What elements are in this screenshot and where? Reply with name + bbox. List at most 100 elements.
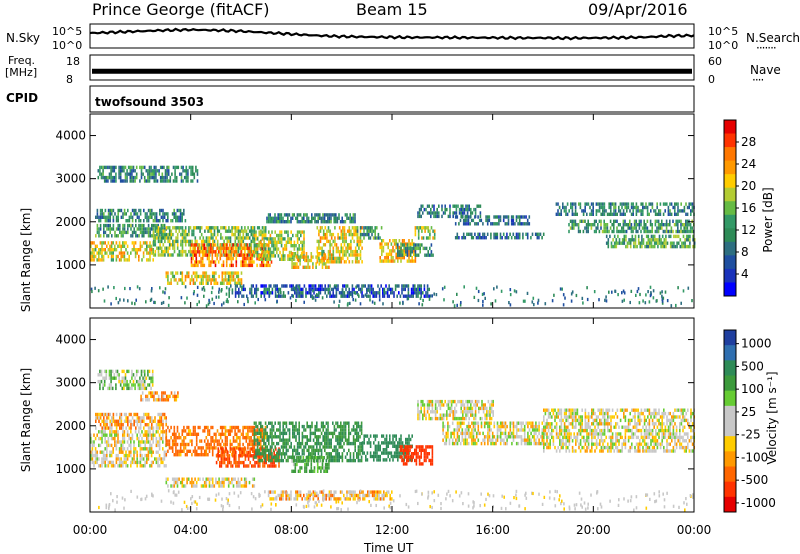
- velocity-cell-3: [150, 443, 153, 448]
- velocity-cell-4: [242, 436, 244, 440]
- power-cell-12: [405, 252, 407, 256]
- power-cell-6: [229, 271, 232, 275]
- power-cell-3: [139, 244, 142, 248]
- power-cell-3: [112, 251, 114, 255]
- power-scatter-cell: [225, 299, 228, 303]
- power-cell-10: [318, 246, 320, 250]
- power-cell-14: [417, 232, 420, 237]
- velocity-cell-4: [203, 449, 206, 453]
- velocity-cell-6: [298, 431, 300, 436]
- power-cell-21: [372, 294, 374, 298]
- velocity-cell-1: [164, 391, 166, 395]
- velocity-cell-2: [138, 419, 140, 423]
- power-cell-19: [606, 226, 609, 230]
- power-cell-7: [277, 237, 280, 241]
- ytick-label-power-1: 2000: [55, 215, 86, 229]
- power-cell-0: [191, 169, 194, 173]
- power-cell-6: [205, 274, 208, 279]
- power-cell-4: [176, 239, 179, 244]
- power-cell-21: [310, 287, 312, 292]
- power-scatter-cell: [150, 289, 153, 293]
- power-cell-19: [677, 219, 679, 223]
- power-cell-21: [422, 291, 424, 295]
- power-cell-4: [234, 226, 237, 230]
- velocity-cell-5: [225, 447, 227, 451]
- power-cell-9: [327, 213, 329, 217]
- velocity-cell-0: [110, 373, 112, 377]
- velocity-cell-6: [311, 452, 313, 456]
- power-cell-12: [389, 249, 391, 253]
- power-cell-1: [173, 212, 175, 216]
- power-cell-17: [525, 232, 527, 236]
- velocity-cell-0: [143, 383, 146, 387]
- velocity-cell-5: [238, 457, 240, 461]
- power-cell-11: [368, 236, 370, 240]
- velocity-cell-3: [152, 433, 154, 437]
- power-scatter-cell: [532, 296, 535, 300]
- power-cell-21: [401, 284, 403, 288]
- power-cell-21: [255, 287, 258, 292]
- velocity-cell-0: [132, 383, 135, 387]
- power-cell-16: [507, 215, 510, 219]
- velocity-cell-6: [279, 448, 281, 453]
- power-cell-4: [236, 236, 238, 240]
- power-cell-4: [194, 236, 197, 240]
- velocity-cell-6: [293, 445, 296, 449]
- power-cell-0: [99, 172, 101, 176]
- power-cell-12: [392, 249, 394, 253]
- velocity-cell-4: [219, 436, 222, 440]
- power-cell-21: [314, 284, 317, 288]
- power-cell-7: [292, 244, 294, 248]
- velocity-cell-6: [296, 448, 299, 453]
- power-cell-10: [351, 249, 354, 254]
- velocity-cell-3: [90, 440, 92, 444]
- power-cell-21: [241, 287, 243, 292]
- power-cell-3: [114, 248, 116, 252]
- velocity-cell-6: [304, 445, 307, 449]
- power-cell-20: [682, 244, 685, 249]
- velocity-cell-4: [197, 446, 200, 450]
- power-cell-18: [584, 205, 586, 210]
- power-cell-10: [359, 249, 362, 254]
- power-cell-17: [531, 232, 534, 236]
- power-scatter-cell: [354, 291, 357, 295]
- power-cell-21: [418, 284, 421, 288]
- power-cell-7: [290, 244, 292, 248]
- velocity-cell-4: [231, 425, 233, 430]
- power-cell-19: [611, 229, 613, 234]
- power-cell-8: [304, 255, 306, 259]
- power-cell-3: [123, 241, 126, 245]
- power-cell-17: [542, 232, 545, 236]
- power-cell-20: [655, 241, 658, 245]
- velocity-cell-0: [100, 379, 103, 384]
- power-cell-19: [651, 226, 653, 230]
- velocity-cell-3: [136, 436, 138, 441]
- power-cell-5: [254, 246, 257, 251]
- power-cell-13: [405, 246, 407, 251]
- power-cell-2: [139, 230, 142, 235]
- power-cell-10: [342, 249, 344, 254]
- velocity-cell-3: [112, 447, 114, 451]
- power-cell-5: [192, 253, 194, 257]
- velocity-cell-3: [112, 464, 114, 468]
- power-cell-9: [277, 216, 279, 220]
- power-cell-1: [122, 212, 124, 216]
- power-cell-4: [223, 239, 225, 244]
- power-cell-0: [132, 175, 135, 180]
- velocity-cell-2: [127, 419, 129, 423]
- power-cell-10: [329, 232, 331, 237]
- velocity-cell-3: [91, 440, 94, 444]
- power-cell-3: [99, 248, 102, 252]
- power-cell-7: [255, 244, 257, 248]
- power-cell-6: [224, 274, 227, 279]
- power-cell-21: [335, 284, 338, 288]
- velocity-cell-0: [127, 369, 130, 374]
- power-cell-21: [234, 284, 237, 288]
- power-cell-2: [103, 227, 105, 231]
- velocity-cell-4: [226, 429, 228, 433]
- power-cell-0: [143, 165, 146, 170]
- velocity-cell-4: [250, 439, 252, 443]
- velocity-cell-3: [123, 440, 126, 444]
- power-cell-0: [174, 165, 176, 170]
- power-cell-4: [154, 249, 157, 254]
